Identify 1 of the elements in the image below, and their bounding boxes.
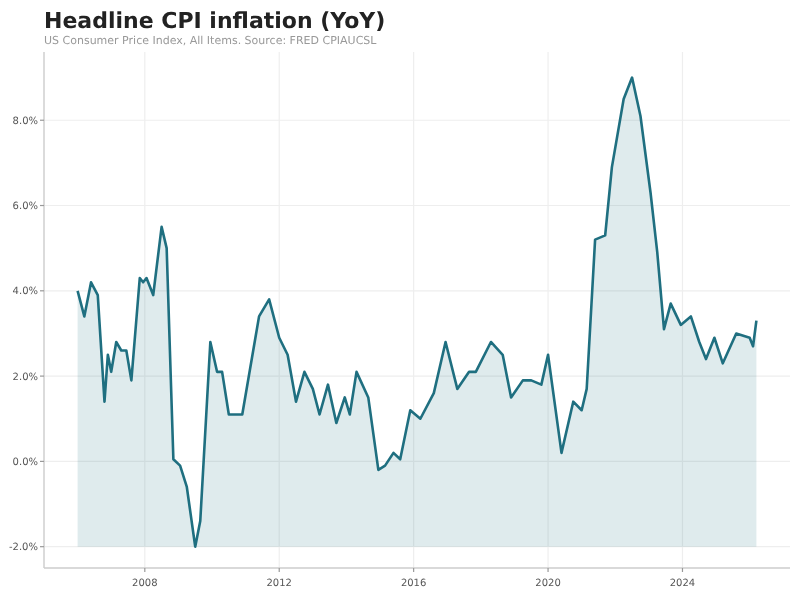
- chart-title: Headline CPI inflation (YoY): [44, 8, 386, 34]
